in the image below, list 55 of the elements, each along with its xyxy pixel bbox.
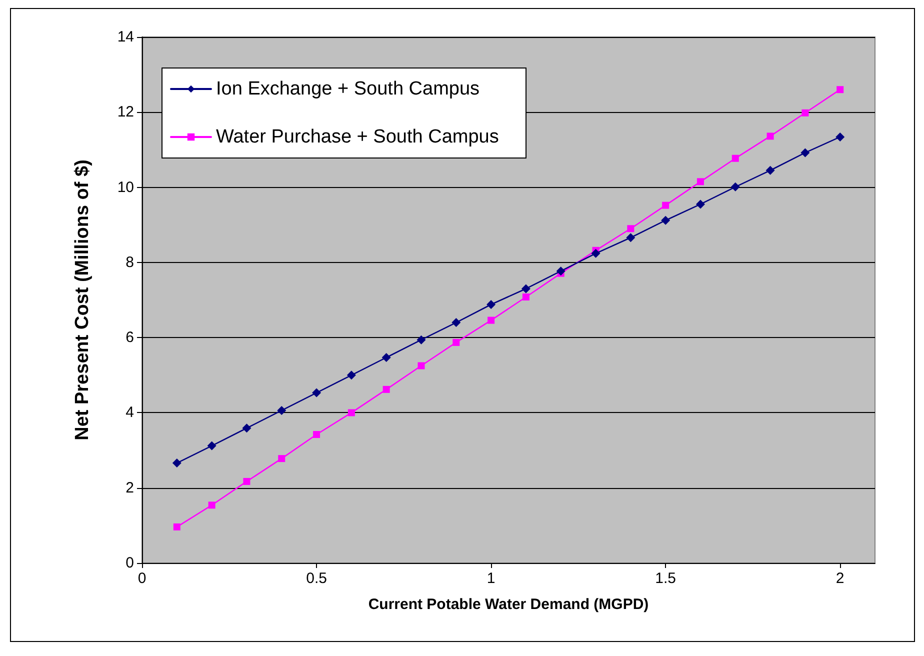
point: [207, 441, 216, 450]
point: [382, 386, 390, 393]
point: [732, 154, 739, 162]
point: [836, 86, 844, 94]
point: [696, 178, 704, 186]
point: [521, 284, 530, 294]
legend-label: Ion Exchange + South Campus: [216, 78, 480, 100]
point: [346, 370, 356, 380]
point: [730, 182, 740, 192]
point: [416, 335, 426, 344]
point: [173, 523, 180, 530]
y-tick-label: 6: [126, 329, 134, 346]
point: [556, 266, 566, 276]
point: [452, 338, 460, 346]
point: [277, 406, 286, 415]
point: [488, 316, 495, 324]
point: [348, 409, 355, 416]
point: [627, 225, 634, 232]
point: [696, 200, 705, 209]
y-tick-label: 10: [117, 178, 134, 196]
x-axis-title: Current Potable Water Demand (MGPD): [368, 596, 649, 613]
x-tick-label: 1: [486, 570, 496, 587]
x-tick-label: 2: [836, 570, 844, 587]
point: [313, 431, 320, 438]
point: [312, 388, 322, 398]
y-tick-label: 14: [117, 28, 134, 46]
point: [591, 248, 600, 258]
point: [486, 300, 496, 310]
point: [766, 166, 775, 175]
point: [662, 202, 670, 209]
point: [418, 362, 425, 370]
point: [836, 132, 845, 142]
point: [522, 293, 530, 300]
point: [172, 458, 182, 468]
point: [802, 109, 809, 116]
y-axis-title: Net Present Cost (Millions of $): [72, 160, 93, 440]
point: [452, 318, 461, 328]
y-tick-label: 0: [126, 554, 134, 572]
point: [661, 216, 670, 225]
y-tick-label: 8: [126, 254, 134, 271]
point: [208, 502, 216, 509]
x-tick-label: 0: [138, 570, 146, 587]
point: [626, 233, 636, 242]
x-tick-label: 0.5: [306, 570, 327, 587]
point: [242, 424, 252, 433]
y-tick-label: 12: [117, 104, 134, 121]
point: [382, 352, 391, 362]
y-tick-label: 4: [126, 404, 134, 422]
point: [278, 455, 286, 462]
legend-label: Water Purchase + South Campus: [216, 126, 499, 148]
point: [766, 132, 774, 140]
x-tick-label: 1.5: [655, 570, 676, 587]
y-tick-label: 2: [126, 479, 134, 496]
point: [800, 148, 810, 158]
point: [243, 478, 250, 485]
